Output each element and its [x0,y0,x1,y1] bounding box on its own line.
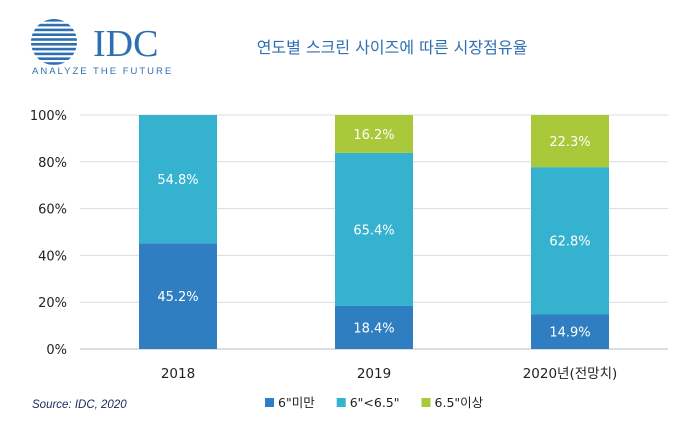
legend-swatch [421,398,431,407]
bar-segment [335,115,413,153]
globe-icon [31,19,77,65]
bar-segment [335,152,413,306]
bar-segment [531,167,609,315]
y-tick-label: 80% [38,156,67,171]
y-tick-label: 20% [38,296,67,311]
data-label: 14.9% [549,326,590,341]
x-tick-label: 2019 [357,366,391,382]
legend-label: 6.5"이상 [435,395,484,410]
data-label: 22.3% [549,135,590,150]
x-axis: 2018 2019 2020년(전망치) [161,366,617,382]
data-label: 18.4% [353,321,394,336]
x-tick-label: 2020년(전망치) [523,366,618,382]
legend: 6"미만 6"<6.5" 6.5"이상 [265,395,484,410]
x-tick-label: 2018 [161,366,195,382]
data-label: 62.8% [549,235,590,250]
bar-segment [139,243,217,349]
legend-swatch [336,398,346,407]
y-tick-label: 60% [38,203,67,218]
bar-segment [335,305,413,349]
bar-segment [531,314,609,349]
bar-segment [531,115,609,168]
data-label: 54.8% [157,173,198,188]
legend-label: 6"<6.5" [350,395,400,410]
source-note: Source: IDC, 2020 [32,399,127,411]
y-axis: 0% 20% 40% 60% 80% 100% [30,109,67,358]
data-label: 45.2% [157,290,198,305]
bars: 45.2% 54.8% 18.4% 65.4% 16.2% 14.9% 62.8% 22.3% [139,115,609,349]
y-tick-label: 0% [46,343,67,358]
data-label: 16.2% [353,128,394,143]
logo-name: IDC [93,23,158,65]
idc-logo: IDC ANALYZE THE FUTURE [31,19,173,77]
bar-segment [139,115,217,244]
legend-label: 6"미만 [278,395,315,410]
y-tick-label: 100% [30,109,67,124]
y-tick-label: 40% [38,249,67,264]
chart-title: 연도별 스크린 사이즈에 따른 시장점유율 [257,38,528,57]
data-label: 65.4% [353,223,394,238]
legend-swatch [265,398,274,407]
logo-tagline: ANALYZE THE FUTURE [32,66,173,77]
